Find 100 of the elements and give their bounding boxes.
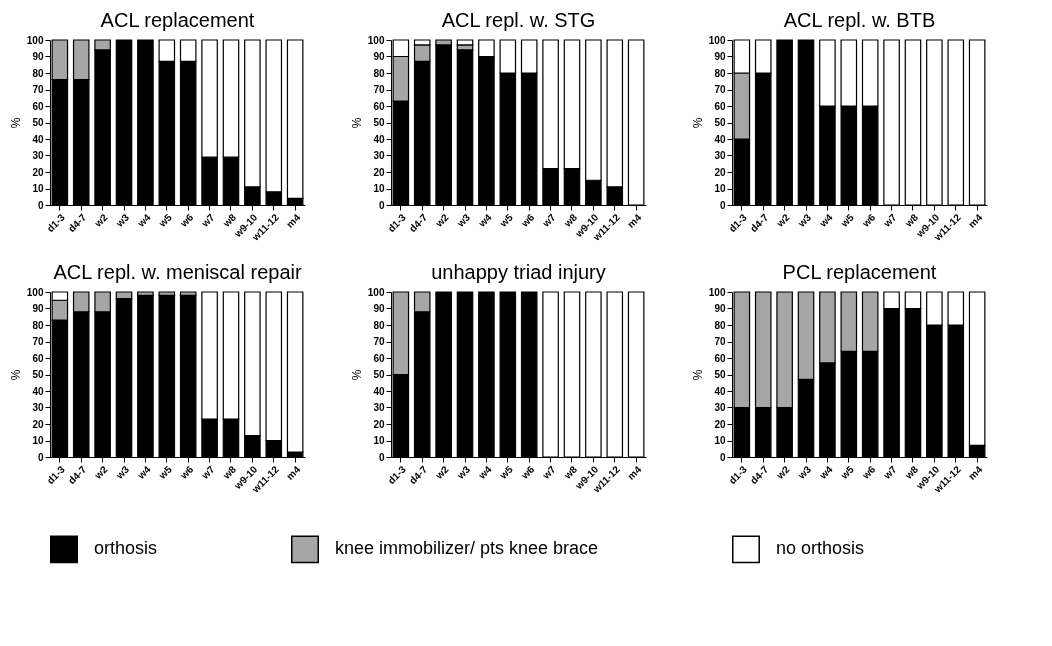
x-tick-label: w4: [475, 463, 494, 482]
y-tick-label: 40: [373, 133, 385, 145]
x-tick-label: w3: [113, 463, 132, 482]
y-tick-label: 80: [714, 319, 726, 331]
y-tick-label: 0: [719, 199, 726, 211]
chart-title: ACL repl. w. meniscal repair: [53, 261, 302, 283]
y-tick-label: 40: [32, 133, 44, 145]
chart-title: PCL replacement: [782, 261, 937, 283]
x-tick-label: w4: [134, 211, 153, 230]
y-tick-label: 90: [32, 51, 44, 62]
y-axis-title: %: [8, 369, 23, 381]
x-tick-label: w6: [177, 463, 196, 482]
y-tick-label: 80: [32, 319, 44, 331]
y-tick-label: 100: [367, 286, 385, 298]
x-tick-label: w3: [454, 211, 473, 230]
y-tick-label: 70: [714, 336, 726, 347]
y-axis-title: %: [349, 369, 364, 381]
y-tick-label: 70: [714, 84, 726, 95]
y-tick-label: 20: [32, 166, 44, 178]
y-tick-label: 30: [714, 150, 726, 161]
x-tick-label: w7: [880, 463, 899, 482]
y-tick-label: 50: [32, 117, 44, 128]
x-tick-label: w6: [859, 211, 878, 230]
y-tick-label: 100: [708, 34, 726, 46]
y-tick-label: 40: [32, 385, 44, 397]
x-tick-label: w8: [220, 463, 239, 482]
x-tick-label: w3: [454, 463, 473, 482]
y-tick-label: 80: [714, 67, 726, 79]
x-tick-label: w3: [795, 463, 814, 482]
x-tick-label: w7: [198, 211, 217, 230]
y-tick-label: 50: [373, 117, 385, 128]
x-tick-label: w3: [795, 211, 814, 230]
y-tick-label: 10: [373, 183, 385, 194]
x-tick-label: w6: [859, 463, 878, 482]
y-tick-label: 60: [714, 100, 726, 112]
y-tick-label: 10: [32, 183, 44, 194]
chart-title: ACL repl. w. BTB: [783, 9, 936, 31]
y-tick-label: 80: [373, 67, 385, 79]
y-tick-label: 30: [714, 402, 726, 413]
y-tick-label: 30: [32, 402, 44, 413]
y-tick-label: 70: [32, 336, 44, 347]
y-tick-label: 70: [373, 84, 385, 95]
y-tick-label: 60: [373, 352, 385, 364]
y-tick-label: 60: [32, 352, 44, 364]
x-tick-label: w8: [561, 463, 580, 482]
legend-label: no orthosis: [776, 538, 865, 559]
y-tick-label: 0: [37, 451, 44, 463]
y-tick-label: 20: [32, 418, 44, 430]
x-tick-label: w4: [134, 463, 153, 482]
y-tick-label: 30: [32, 150, 44, 161]
x-tick-label: w4: [475, 211, 494, 230]
y-tick-label: 20: [714, 166, 726, 178]
x-tick-label: w6: [518, 463, 537, 482]
y-tick-label: 60: [714, 352, 726, 364]
y-axis-title: %: [690, 117, 705, 129]
x-tick-label: w2: [773, 211, 792, 230]
y-tick-label: 0: [378, 451, 385, 463]
legend-label: knee immobilizer/ pts knee brace: [335, 538, 599, 559]
x-tick-label: w5: [837, 211, 857, 230]
y-tick-label: 0: [378, 199, 385, 211]
y-tick-label: 80: [32, 67, 44, 79]
x-tick-label: w7: [539, 463, 558, 482]
x-tick-label: m4: [625, 211, 644, 230]
x-tick-label: w5: [837, 463, 857, 482]
x-tick-label: m4: [284, 211, 303, 230]
x-tick-label: w2: [91, 211, 110, 230]
x-tick-label: m4: [284, 463, 303, 482]
x-tick-label: w4: [816, 211, 835, 230]
legend-label: orthosis: [94, 538, 158, 559]
x-tick-label: w5: [155, 211, 175, 230]
x-tick-label: w5: [496, 463, 516, 482]
x-tick-label: m4: [966, 463, 985, 482]
y-tick-label: 60: [373, 100, 385, 112]
y-tick-label: 10: [32, 435, 44, 446]
y-tick-label: 50: [373, 369, 385, 380]
x-tick-label: w2: [432, 463, 451, 482]
x-tick-label: w7: [539, 211, 558, 230]
chart-title: unhappy triad injury: [431, 261, 606, 283]
x-tick-label: m4: [625, 463, 644, 482]
y-tick-label: 100: [708, 286, 726, 298]
x-tick-label: w8: [902, 463, 921, 482]
x-tick-label: w2: [432, 211, 451, 230]
y-tick-label: 0: [37, 199, 44, 211]
y-tick-label: 20: [373, 166, 385, 178]
y-tick-label: 30: [373, 402, 385, 413]
chart-title: ACL replacement: [100, 9, 255, 31]
y-tick-label: 90: [32, 303, 44, 314]
y-tick-label: 60: [32, 100, 44, 112]
x-tick-label: w8: [561, 211, 580, 230]
x-tick-label: w5: [496, 211, 516, 230]
y-axis-title: %: [8, 117, 23, 129]
y-tick-label: 50: [714, 369, 726, 380]
x-tick-label: w2: [91, 463, 110, 482]
y-tick-label: 0: [719, 451, 726, 463]
y-tick-label: 100: [367, 34, 385, 46]
y-tick-label: 10: [714, 183, 726, 194]
x-tick-label: w8: [902, 211, 921, 230]
x-tick-label: w8: [220, 211, 239, 230]
y-tick-label: 20: [714, 418, 726, 430]
x-tick-label: w6: [518, 211, 537, 230]
